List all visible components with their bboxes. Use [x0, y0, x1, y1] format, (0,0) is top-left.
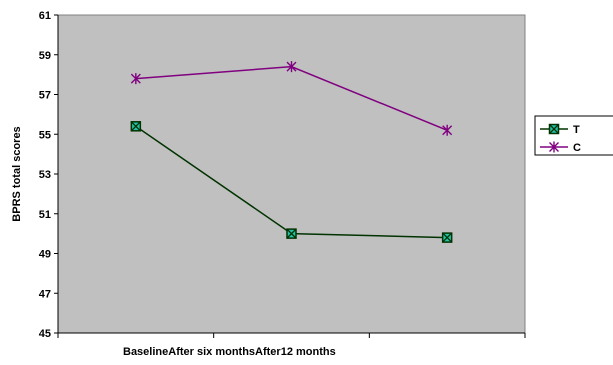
marker-cross [286, 228, 297, 239]
y-tick-label: 51 [39, 209, 51, 221]
series-layer [130, 61, 453, 243]
y-tick-label: 47 [39, 288, 51, 300]
y-tick-label: 45 [39, 328, 51, 340]
marker-cross [130, 121, 141, 132]
legend-box [534, 115, 613, 156]
legend-label-T: T [573, 124, 580, 136]
y-tick-label: 49 [39, 249, 51, 261]
data-point-C-2 [442, 124, 453, 136]
y-axis-title: BPRS total scores [11, 126, 23, 221]
data-point-T-2 [441, 232, 453, 243]
data-point-T-1 [286, 228, 297, 239]
series-T [130, 121, 453, 243]
legend: TC [534, 115, 613, 156]
y-tick-label: 59 [39, 50, 51, 62]
x-axis [57, 332, 526, 338]
legend-label-C: C [573, 142, 581, 154]
legend-marker-T [548, 123, 560, 135]
data-point-C-1 [286, 61, 297, 73]
y-tick-label: 55 [39, 129, 51, 141]
y-tick-label: 61 [39, 10, 51, 22]
y-axis: 45 47 49 51 53 55 57 59 61 [39, 10, 59, 340]
x-axis-title: BaselineAfter six monthsAfter12 months [123, 346, 336, 358]
data-point-C-0 [130, 73, 141, 85]
data-point-T-0 [130, 121, 142, 132]
y-tick-label: 57 [39, 90, 51, 102]
marker-cross [442, 232, 453, 243]
y-tick-label: 53 [39, 169, 51, 181]
legend-marker-C [549, 141, 559, 153]
series-C [130, 61, 453, 136]
marker-cross [549, 124, 559, 134]
